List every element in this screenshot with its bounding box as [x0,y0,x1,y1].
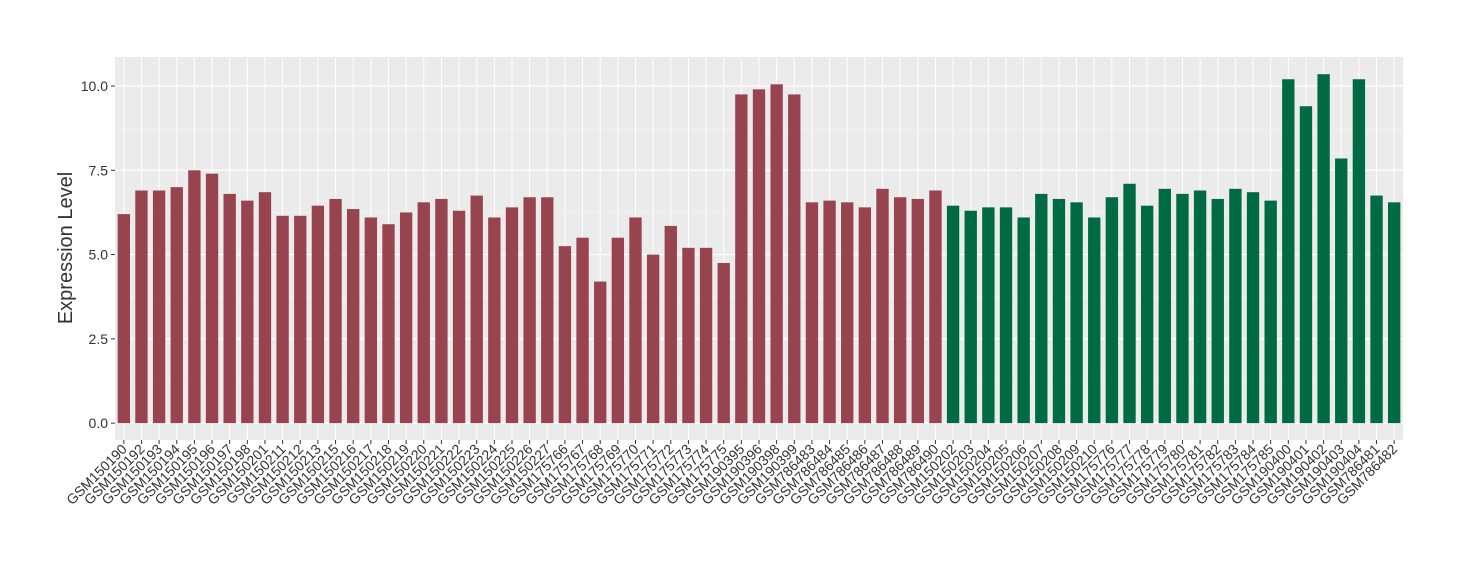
bar [523,197,536,424]
bar [258,192,272,424]
bar [382,224,395,424]
bar [1140,205,1154,424]
y-tick-label: 0.0 [89,415,109,431]
bar [329,198,342,424]
bar [999,207,1013,424]
bar [1264,200,1277,424]
bar [470,195,483,424]
bar [1105,197,1119,424]
bar [1352,79,1366,424]
y-tick-label: 2.5 [89,331,109,347]
bar [205,173,219,424]
bar [241,200,254,424]
bar [576,237,589,424]
bar [1193,190,1207,424]
bar [858,207,872,424]
bar [1017,217,1030,424]
bar [893,197,907,424]
bar [1246,192,1260,424]
bar [1035,193,1048,424]
bar [752,89,766,424]
y-axis-label: Expression Level [55,172,77,324]
bar [399,212,413,424]
bar [1282,79,1295,424]
bar [594,281,607,424]
bar [435,198,448,424]
bar [682,247,695,424]
bar [1229,188,1242,424]
bar [276,215,289,424]
bar [664,225,677,424]
bar [770,84,783,424]
bar [1123,183,1136,424]
bar [488,217,501,424]
bar [1176,193,1189,424]
bar [911,198,924,424]
y-tick-label: 10.0 [81,78,108,94]
bar [929,190,942,424]
bar [311,205,325,424]
bar [1052,198,1066,424]
bar [1388,202,1401,424]
bar [505,207,519,424]
bar [699,247,713,424]
bar [452,210,466,424]
bar [347,209,360,424]
bar [629,217,642,424]
bar [982,207,995,424]
bar [541,197,554,424]
bar [117,214,130,424]
bar [788,94,801,424]
bar [364,217,378,424]
bar [823,200,836,424]
bar [964,210,977,424]
bar [152,190,166,424]
y-tick-label: 5.0 [89,247,109,263]
bar [1211,198,1224,424]
bar [294,215,307,424]
bar [876,188,889,424]
bar [735,94,748,424]
bar [135,190,148,424]
bar [1088,217,1101,424]
bar [1317,74,1330,424]
bar [1335,158,1348,424]
bar [170,187,183,424]
bar [223,193,236,424]
bar [946,205,960,424]
bar [805,202,819,424]
bar [1299,106,1313,424]
bar [611,237,625,424]
bar [1070,202,1083,424]
bar [188,170,201,424]
bar [841,202,854,424]
bar [1370,195,1383,424]
bar [1158,188,1171,424]
bar [558,246,572,424]
bar [417,202,430,424]
bar [646,254,660,424]
bar [717,262,730,424]
y-tick-label: 7.5 [89,162,109,178]
